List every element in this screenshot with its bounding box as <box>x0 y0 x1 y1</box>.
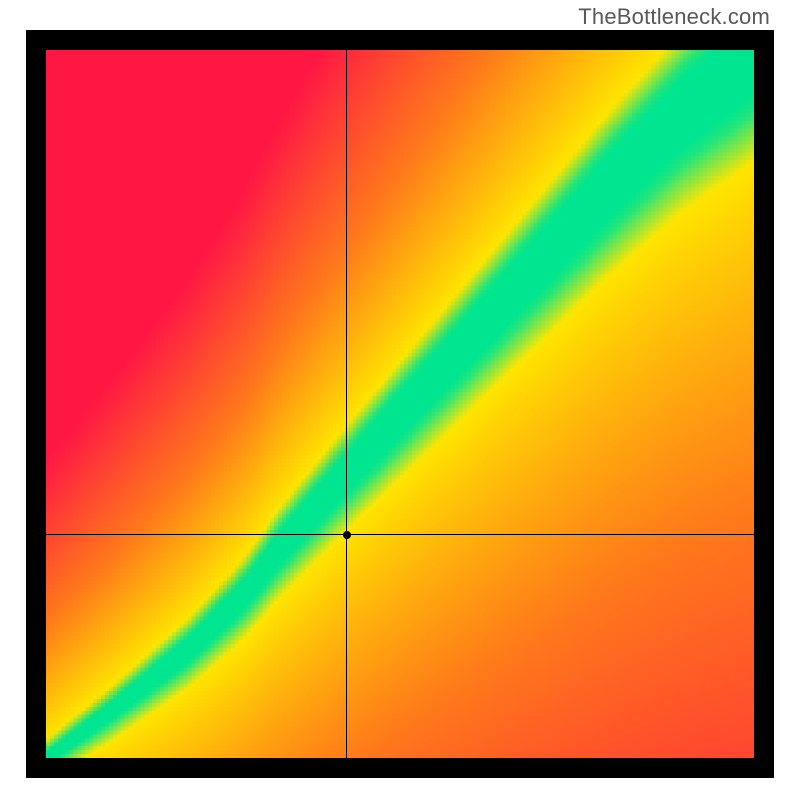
figure-container: TheBottleneck.com <box>0 0 800 800</box>
outer-frame <box>26 30 774 778</box>
watermark-label: TheBottleneck.com <box>578 4 770 30</box>
plot-area <box>46 50 754 758</box>
heatmap-canvas <box>46 50 754 758</box>
bottleneck-point-marker <box>343 531 351 539</box>
crosshair-horizontal <box>46 534 754 535</box>
crosshair-vertical <box>346 50 347 758</box>
